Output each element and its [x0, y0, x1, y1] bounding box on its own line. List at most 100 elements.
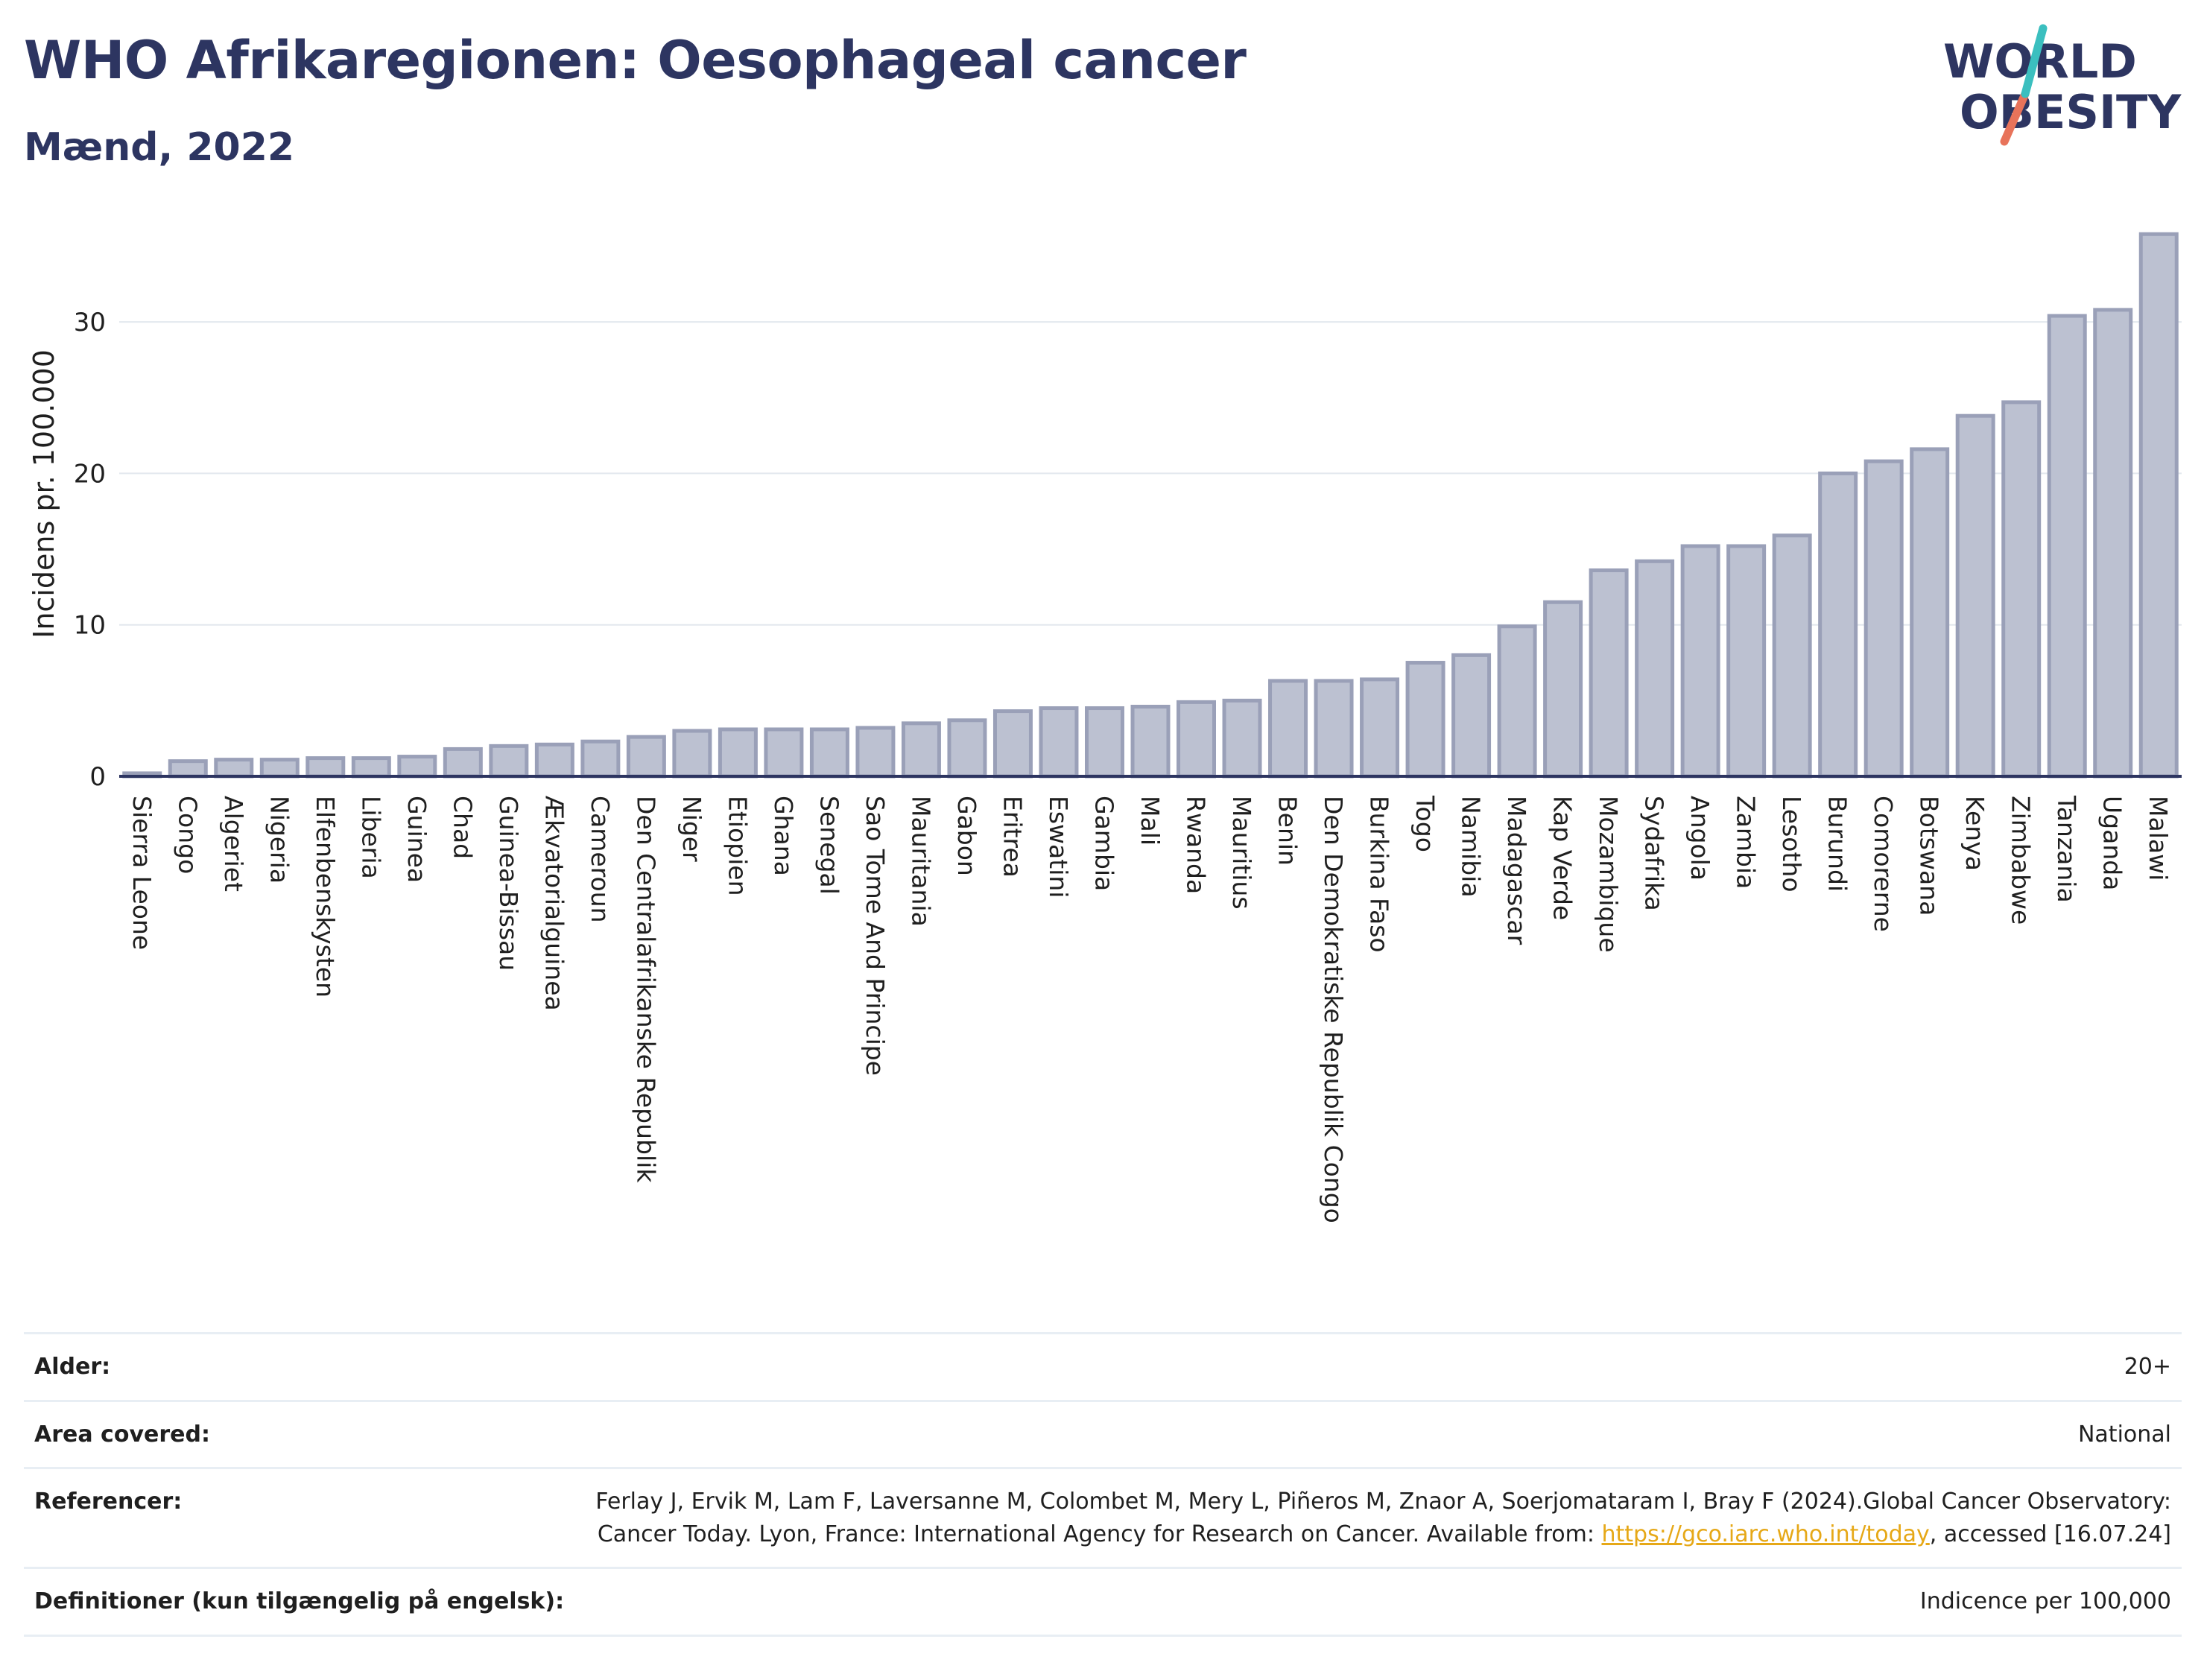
bar-burundi [1818, 471, 1858, 779]
x-tick-label: Senegal [814, 796, 843, 895]
bar-mauritania [901, 721, 941, 779]
info-row-area: Area covered: National [24, 1399, 2182, 1468]
x-tick-label: Sao Tome And Principe [861, 796, 890, 1076]
bar-burkina-faso [1360, 677, 1400, 779]
x-tick-label: Burkina Faso [1365, 796, 1394, 953]
bar-congo [168, 759, 208, 779]
x-tick-label: Mauritania [906, 796, 935, 927]
x-tick-label: Gabon [952, 796, 981, 876]
x-tick-label: Zambia [1732, 796, 1761, 889]
axes: 0 10 20 30 [74, 308, 2182, 792]
x-tick-label: Uganda [2098, 796, 2127, 890]
x-tick-label: Benin [1273, 796, 1302, 866]
y-tick-label: 10 [74, 611, 106, 641]
bar-ghana [764, 727, 804, 779]
definitions-value: Indicence per 100,000 [574, 1567, 2182, 1637]
x-tick-label: Mauritius [1227, 796, 1256, 910]
bar-niger [672, 729, 712, 779]
bar-benin [1268, 679, 1308, 779]
bar-comorerne [1863, 459, 1904, 779]
references-value: Ferlay J, Ervik M, Lam F, Laversanne M, … [574, 1467, 2182, 1568]
bar-liberia [351, 756, 391, 779]
y-tick-label: 30 [74, 308, 106, 337]
chart-title: WHO Afrikaregionen: Oesophageal cancer [24, 30, 1247, 91]
bar-rwanda [1177, 700, 1217, 779]
x-tick-label: Elfenbenskysten [311, 796, 340, 998]
x-tick-label: Botswana [1915, 796, 1944, 916]
bar-den-demokratiske-republik-congo [1314, 679, 1354, 779]
category-labels: Sierra Leone Congo Algeriet Nigeria Elfenben… [127, 795, 2173, 1223]
x-tick-label: Liberia [356, 796, 385, 879]
x-tick-label: Malawi [2144, 796, 2173, 881]
info-table: Alder: 20+ Area covered: National Refere… [24, 1332, 2182, 1637]
definitions-label: Definitioner (kun tilgængelig på engelsk… [24, 1567, 575, 1637]
bar-cameroun [580, 739, 621, 779]
bar-eswatini [1039, 706, 1079, 779]
x-tick-label: Den Demokratiske Republik Congo [1319, 796, 1348, 1223]
references-text: Ferlay J, Ervik M, Lam F, Laversanne M, … [595, 1489, 2171, 1547]
x-tick-label: Nigeria [265, 796, 294, 884]
logo-text-line2: OBESITY [1960, 85, 2182, 139]
logo-slash-teal [2021, 24, 2048, 98]
world-obesity-logo: WORLD OBESITY [1943, 24, 2182, 146]
bar-chart: 0 10 20 30 Sierra Leone Congo Algeriet Nigeria… [28, 232, 2182, 1223]
area-label: Area covered: [24, 1399, 575, 1468]
x-tick-label: Madagascar [1502, 796, 1531, 945]
age-value: 20+ [574, 1332, 2182, 1401]
bars [122, 232, 2179, 779]
x-tick-label: Angola [1685, 796, 1714, 881]
area-value: National [574, 1399, 2182, 1468]
x-tick-label: Guinea [402, 796, 431, 883]
references-accessed: , accessed [16.07.24] [1929, 1521, 2171, 1547]
bar-mali [1130, 704, 1171, 779]
references-link[interactable]: https://gco.iarc.who.int/today [1601, 1521, 1930, 1547]
bar-gabon [947, 718, 987, 779]
bar-nigeria [259, 758, 300, 779]
x-tick-label: Comorerne [1869, 796, 1898, 932]
bar-lesotho [1772, 533, 1812, 779]
bar-den-centralafrikanske-republik [626, 735, 666, 779]
info-row-references: Referencer: Ferlay J, Ervik M, Lam F, La… [24, 1467, 2182, 1568]
x-tick-label: Chad [448, 796, 477, 859]
bar-kap-verde [1543, 600, 1583, 779]
x-tick-label: Eswatini [1044, 796, 1073, 898]
bar-zambia [1726, 544, 1767, 779]
bar-elfenbenskysten [305, 756, 346, 779]
bar-senegal [809, 727, 849, 779]
x-tick-label: Burundi [1823, 796, 1852, 892]
age-label: Alder: [24, 1332, 575, 1401]
x-tick-label: Sierra Leone [127, 796, 156, 950]
bar-kenya [1955, 413, 1995, 779]
bar-botswana [1910, 447, 1950, 779]
bar-ækvatorialguinea [534, 742, 574, 779]
x-tick-label: Ækvatorialguinea [539, 796, 569, 1011]
y-tick-label: 0 [89, 762, 106, 792]
bar-mozambique [1589, 568, 1629, 779]
x-tick-label: Guinea-Bissau [494, 796, 523, 971]
bar-algeriet [214, 758, 254, 779]
x-tick-label: Eritrea [998, 796, 1027, 878]
x-tick-label: Niger [677, 796, 706, 862]
bar-madagascar [1497, 624, 1537, 779]
bar-sao-tome-and-principe [855, 726, 896, 779]
x-tick-label: Algeriet [219, 796, 248, 892]
bar-zimbabwe [2001, 400, 2042, 779]
x-tick-label: Mozambique [1594, 796, 1623, 953]
bar-eritrea [992, 709, 1033, 779]
x-tick-label: Den Centralafrikanske Republik [631, 796, 660, 1183]
info-row-age: Alder: 20+ [24, 1332, 2182, 1401]
x-tick-label: Mali [1136, 796, 1165, 846]
y-axis-label: Incidens pr. 100.000 [28, 349, 60, 638]
bar-mauritius [1222, 698, 1262, 779]
bar-angola [1680, 544, 1720, 779]
bar-malawi [2138, 232, 2179, 779]
bar-etiopien [718, 727, 758, 779]
info-row-definitions: Definitioner (kun tilgængelig på engelsk… [24, 1567, 2182, 1637]
x-tick-label: Ghana [769, 796, 798, 876]
x-tick-label: Cameroun [586, 796, 615, 923]
x-tick-label: Namibia [1457, 796, 1486, 898]
x-tick-label: Lesotho [1777, 796, 1806, 893]
x-tick-label: Kenya [1960, 796, 1989, 871]
bar-sydafrika [1635, 559, 1675, 779]
bar-tanzania [2047, 314, 2087, 779]
